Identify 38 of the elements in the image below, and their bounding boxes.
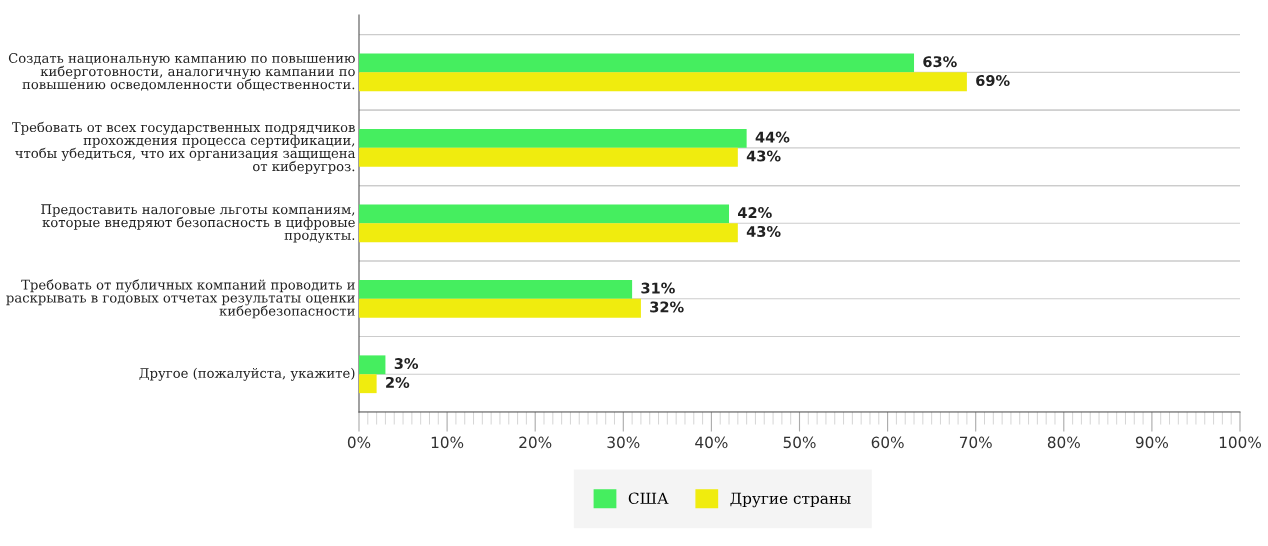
text: 3%: [394, 358, 419, 370]
y-tick-label: Требовать от публичных компаний проводить и раскрывать в годовых отчетах результаты оценки кибербезопасности: [6, 279, 355, 319]
x-tick-label: 20%: [519, 436, 552, 449]
legend-label: США: [628, 492, 669, 505]
x-tick-label: 30%: [607, 436, 640, 449]
legend-label: Другие страны: [730, 492, 851, 508]
text: 31%: [641, 282, 675, 294]
x-tick-label: 100%: [1219, 436, 1261, 449]
x-tick-label: 0%: [347, 436, 371, 449]
bar: [359, 374, 377, 394]
text: 43%: [746, 225, 781, 237]
bar: [359, 298, 641, 318]
text: 43%: [746, 150, 781, 162]
text: 44%: [755, 131, 790, 143]
text: 32%: [650, 301, 684, 313]
x-tick-label: 90%: [1135, 436, 1169, 449]
x-tick-label: 70%: [959, 436, 992, 449]
text: 2%: [386, 376, 410, 388]
x-tick-label: 40%: [695, 436, 728, 449]
text: 63%: [923, 56, 957, 68]
text: 69%: [976, 75, 1010, 87]
bar: [359, 147, 738, 167]
x-tick-label: 50%: [783, 436, 816, 449]
y-tick-label: Другое (пожалуйста, укажите): [139, 367, 355, 381]
text: 42%: [738, 207, 772, 219]
bar: [359, 279, 633, 299]
bar: [359, 223, 738, 243]
bar: [359, 128, 747, 148]
bar: [359, 204, 730, 224]
y-tick-label: Требовать от всех государственных подрядчиков прохождения процесса сертификации, чтобы убедиться, что их организация защищена от киберугроз.: [12, 121, 356, 174]
y-tick-label: Предоставить налоговые льготы компаниям, которые внедряют безопасность в цифровые продукты.: [41, 204, 355, 243]
bar: [359, 72, 967, 92]
x-tick-label: 60%: [871, 436, 904, 449]
x-tick-label: 10%: [431, 436, 464, 449]
bar: [359, 355, 386, 375]
y-tick-label: Создать национальную кампанию по повышению киберготовности, аналогичную кампании по повышению осведомленности общественности.: [8, 53, 355, 91]
x-tick-label: 80%: [1047, 436, 1080, 449]
bar: [359, 53, 915, 73]
